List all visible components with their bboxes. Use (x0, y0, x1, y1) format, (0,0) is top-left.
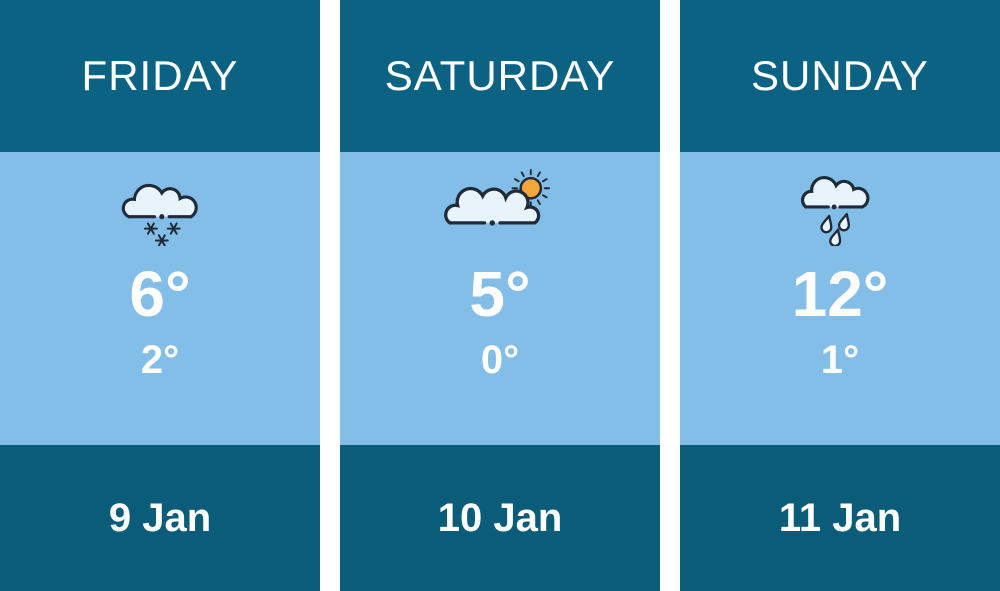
date-footer: 10 Jan (340, 445, 660, 591)
weather-icon-slot (118, 152, 202, 250)
day-name: FRIDAY (81, 52, 239, 99)
day-name: SUNDAY (751, 52, 929, 99)
snow-cloud-icon (121, 183, 198, 246)
low-temperature: 2° (140, 338, 180, 383)
date-footer: 11 Jan (680, 445, 1000, 591)
day-header: SUNDAY (680, 0, 1000, 152)
low-temperature: 1° (820, 338, 860, 383)
forecast-body: 5° 0° (340, 152, 660, 445)
high-temperature: 6° (129, 258, 191, 330)
high-temperature: 12° (791, 258, 889, 330)
sun-cloud-icon (444, 169, 551, 226)
weather-icon-slot (796, 152, 884, 250)
high-temperature: 5° (469, 258, 531, 330)
day-name: SATURDAY (384, 52, 616, 99)
forecast-card-saturday: SATURDAY (340, 0, 660, 591)
rain-cloud-icon (801, 176, 870, 246)
forecast-card-friday: FRIDAY (0, 0, 320, 591)
date-footer: 9 Jan (0, 445, 320, 591)
date-label: 11 Jan (778, 496, 902, 540)
date-label: 9 Jan (108, 496, 212, 540)
low-temperature: 0° (480, 338, 520, 383)
weather-icon-slot (442, 152, 558, 250)
day-header: FRIDAY (0, 0, 320, 152)
forecast-card-sunday: SUNDAY 12° 1° 11 Jan (680, 0, 1000, 591)
date-label: 10 Jan (437, 496, 563, 540)
forecast-body: 6° 2° (0, 152, 320, 445)
forecast-body: 12° 1° (680, 152, 1000, 445)
day-header: SATURDAY (340, 0, 660, 152)
